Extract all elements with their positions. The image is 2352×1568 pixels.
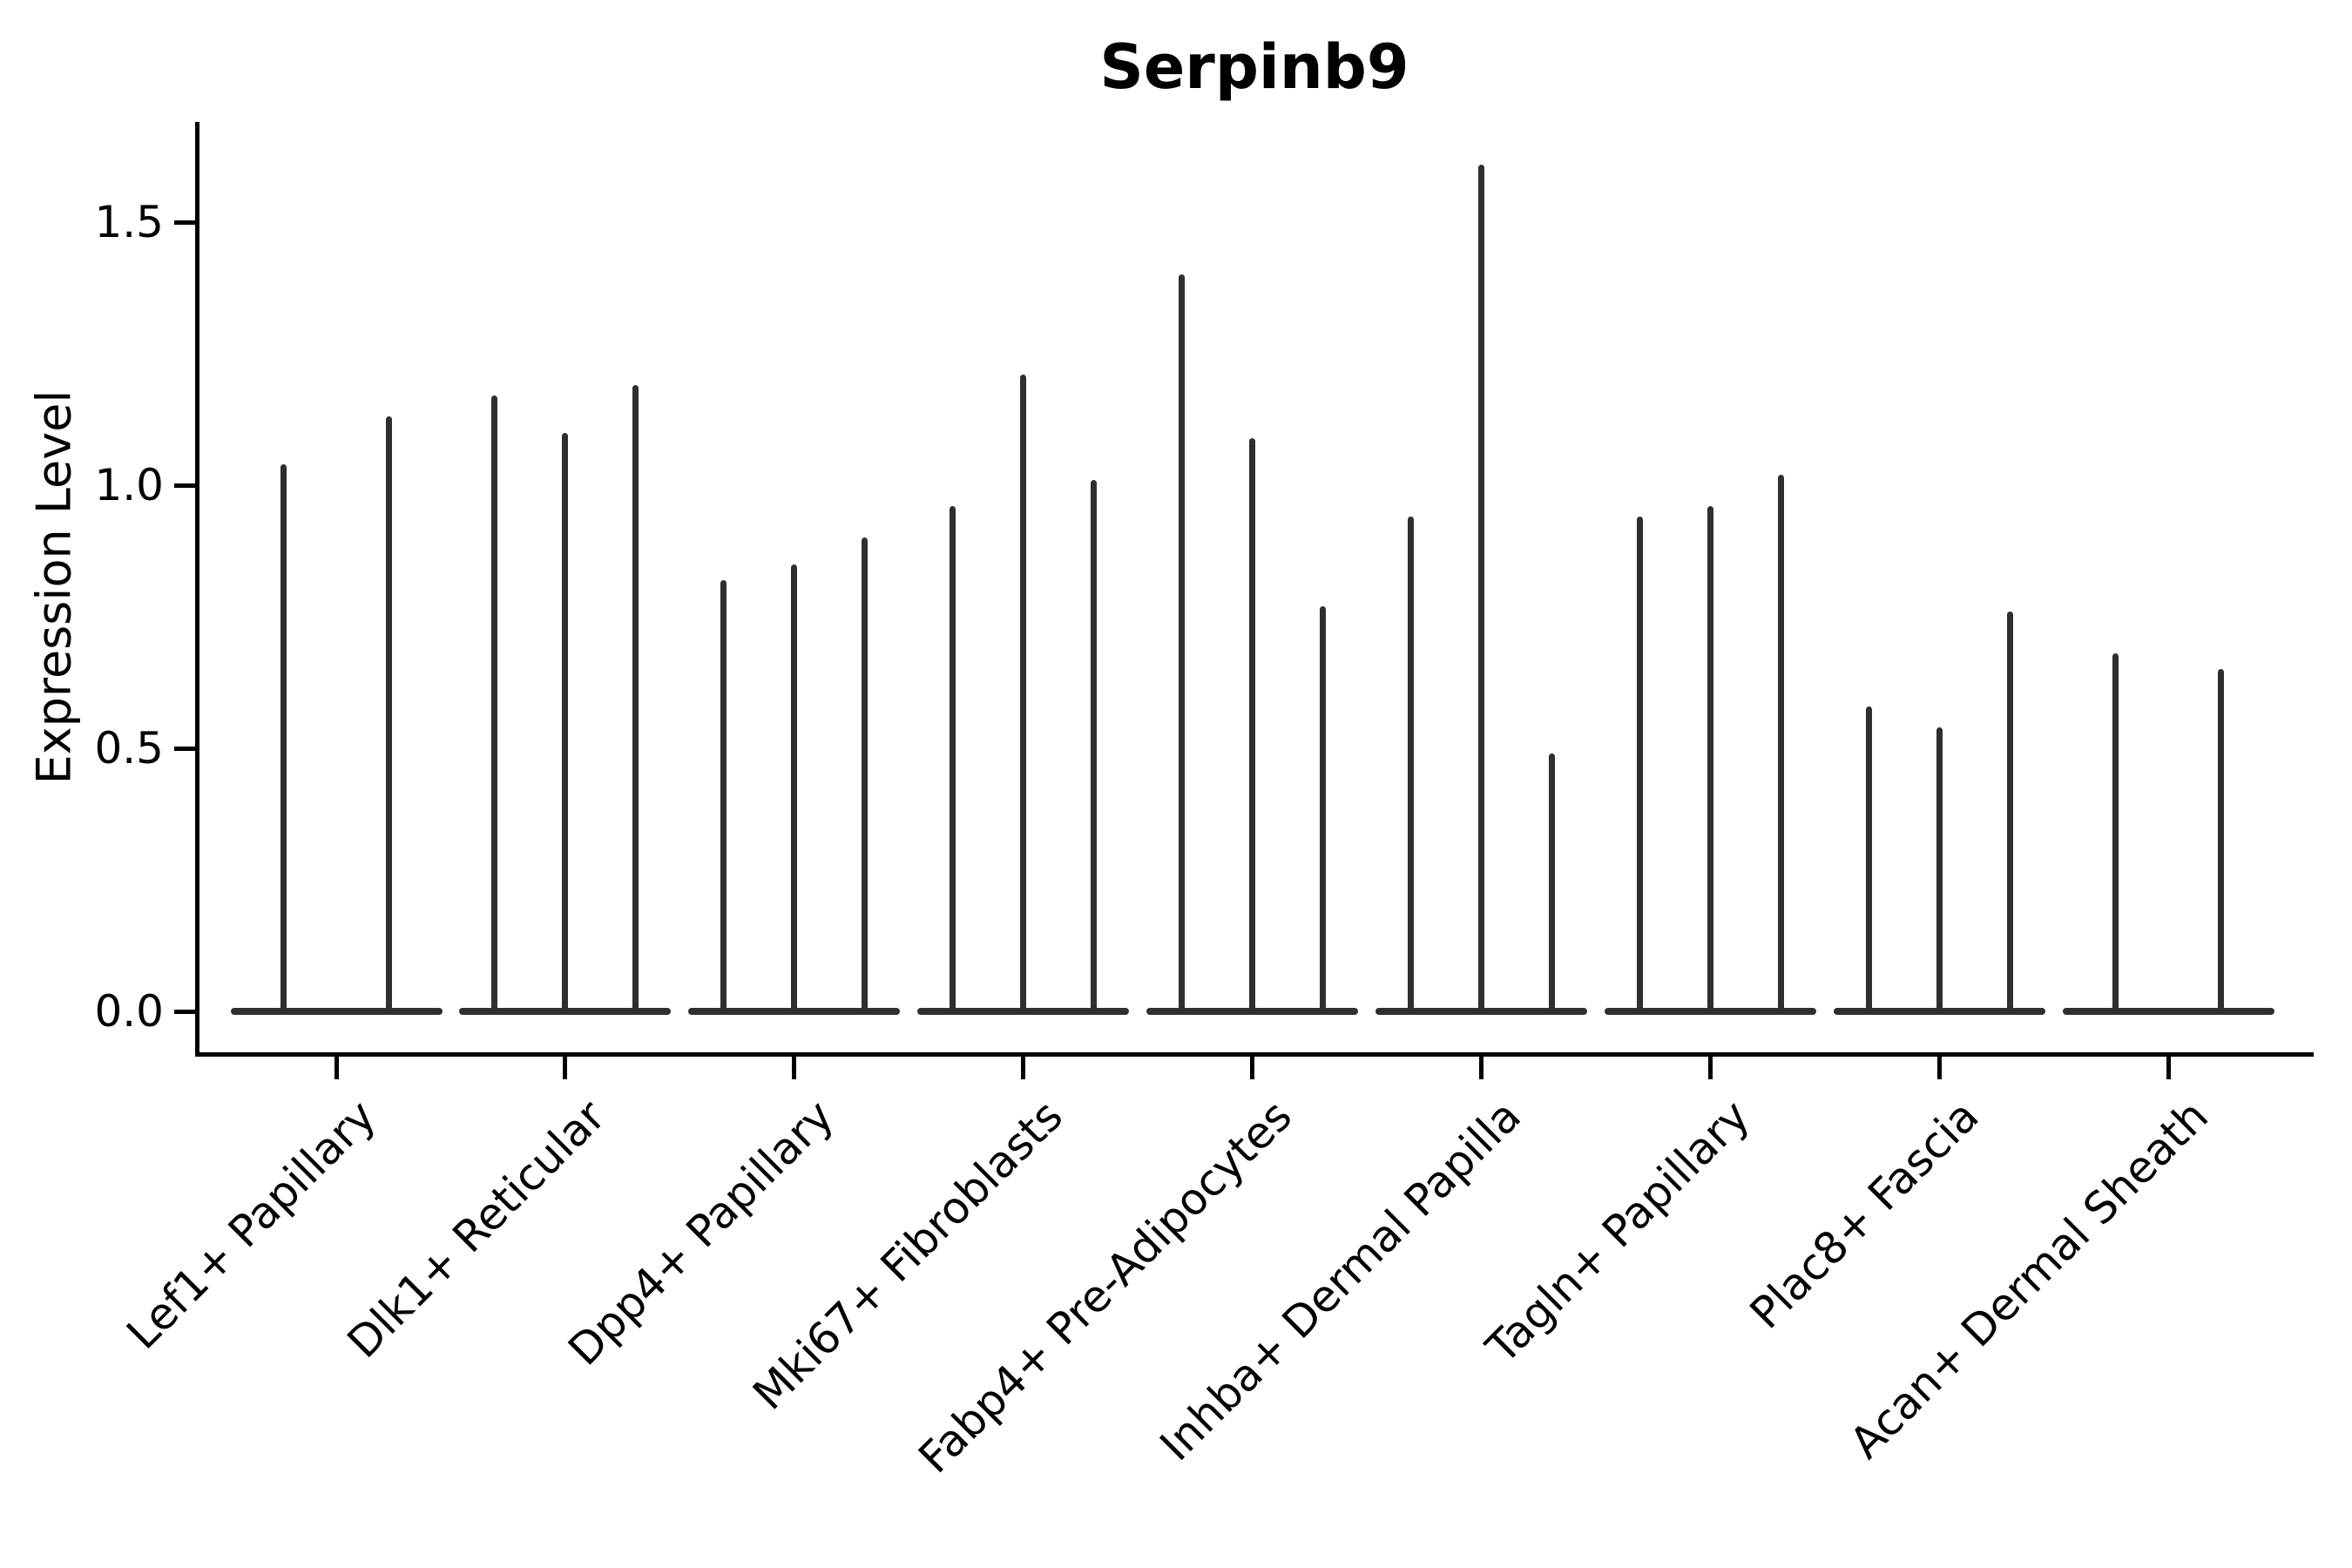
y-axis-label: Expression Level [26, 389, 82, 785]
x-tick-mark [1250, 1057, 1254, 1079]
y-tick-mark [174, 220, 195, 225]
violin-spike [2218, 669, 2225, 1014]
y-tick-mark [174, 483, 195, 488]
x-tick-mark [334, 1057, 339, 1079]
violin-spike [632, 385, 639, 1014]
x-tick-label: Lef1+ Papillary [117, 1090, 386, 1359]
violin-spike [280, 463, 287, 1014]
violin-spike [386, 416, 393, 1014]
violin-spike [1020, 375, 1027, 1014]
y-axis-spine [195, 122, 199, 1057]
violin-spike [1179, 274, 1185, 1014]
violin-spike [1407, 517, 1414, 1014]
violin-baseline [230, 1008, 443, 1015]
violin-spike [1636, 517, 1643, 1014]
chart-title: Serpinb9 [1099, 31, 1409, 103]
x-tick-mark [563, 1057, 568, 1079]
y-tick-label: 1.5 [94, 197, 164, 247]
violin-spike [1777, 474, 1784, 1014]
violin-spike [1249, 437, 1255, 1014]
y-tick-label: 1.0 [94, 460, 164, 510]
violin-spike [1091, 479, 1098, 1014]
x-tick-mark [792, 1057, 797, 1079]
violin-spike [491, 395, 498, 1014]
violin-spike [1865, 706, 1872, 1014]
violin-spike [791, 564, 798, 1014]
y-tick-label: 0.0 [94, 986, 164, 1037]
violin-spike [1936, 727, 1943, 1014]
violin-baseline [2062, 1008, 2274, 1015]
x-tick-mark [1707, 1057, 1713, 1079]
violin-spike [1477, 164, 1484, 1014]
violin-spike [1320, 605, 1326, 1014]
x-tick-mark [1021, 1057, 1026, 1079]
x-tick-mark [1936, 1057, 1942, 1079]
violin-spike [720, 579, 727, 1014]
x-tick-label: Plac8+ Fascia [1740, 1090, 1990, 1339]
y-tick-label: 0.5 [94, 723, 164, 774]
violin-spike [950, 506, 956, 1014]
y-tick-mark [174, 1009, 195, 1014]
violin-spike [562, 432, 569, 1014]
violin-spike [2112, 653, 2119, 1014]
y-tick-mark [174, 746, 195, 751]
x-tick-mark [2166, 1057, 2171, 1079]
x-tick-label: Fabp4+ Pre-Adipocytes [909, 1090, 1302, 1484]
violin-spike [2006, 611, 2013, 1014]
x-axis-spine [195, 1052, 2314, 1057]
violin-spike [862, 537, 868, 1014]
violin-spike [1548, 754, 1555, 1014]
x-tick-mark [1478, 1057, 1484, 1079]
violin-spike [1707, 506, 1713, 1014]
